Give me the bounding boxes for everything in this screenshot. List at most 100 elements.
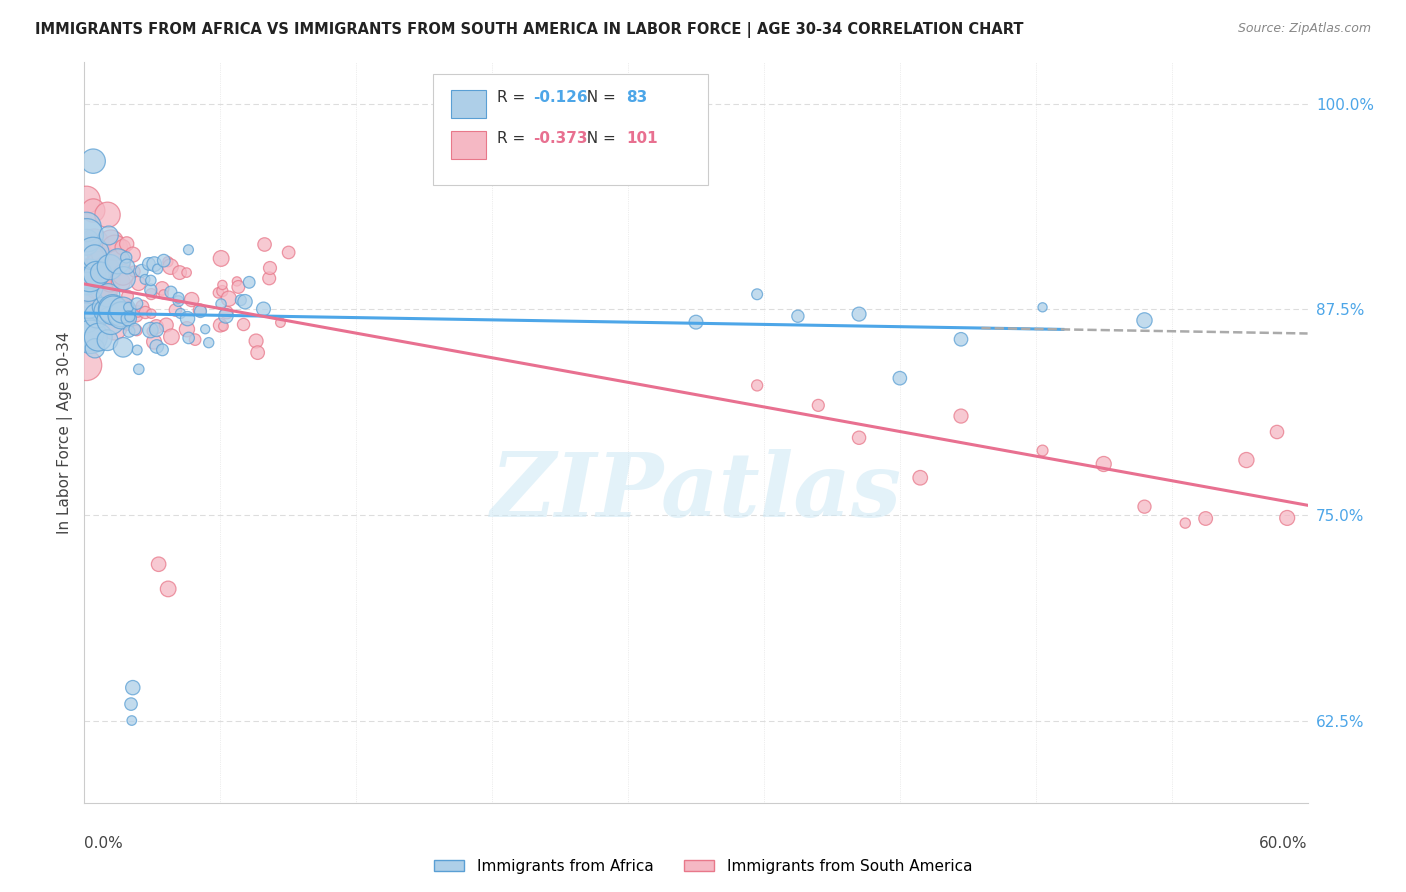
Text: IMMIGRANTS FROM AFRICA VS IMMIGRANTS FROM SOUTH AMERICA IN LABOR FORCE | AGE 30-: IMMIGRANTS FROM AFRICA VS IMMIGRANTS FRO… xyxy=(35,22,1024,38)
Text: 0.0%: 0.0% xyxy=(84,836,124,851)
Point xyxy=(1133,313,1156,327)
Text: N =: N = xyxy=(578,90,621,105)
Point xyxy=(110,275,132,289)
Text: 101: 101 xyxy=(626,131,658,146)
Point xyxy=(79,268,101,283)
Point xyxy=(1092,457,1115,471)
Point xyxy=(889,371,911,385)
Point xyxy=(177,243,200,257)
Point xyxy=(98,260,121,274)
FancyBboxPatch shape xyxy=(433,73,709,185)
Point xyxy=(848,431,870,445)
Point xyxy=(77,264,100,278)
Point xyxy=(233,294,256,309)
Point xyxy=(156,254,179,268)
Point xyxy=(121,714,143,728)
Point xyxy=(152,253,174,268)
Point xyxy=(184,333,207,347)
Point xyxy=(228,280,250,294)
Point xyxy=(93,270,115,285)
Point xyxy=(77,283,100,297)
Point xyxy=(96,333,118,347)
Point xyxy=(1032,301,1054,315)
Point xyxy=(111,303,134,318)
Point xyxy=(209,252,232,266)
Point xyxy=(98,275,121,289)
Point xyxy=(97,288,120,302)
Point xyxy=(180,293,202,307)
Point xyxy=(747,287,769,301)
Point xyxy=(848,307,870,321)
Point xyxy=(83,236,105,251)
Point xyxy=(950,409,973,423)
Point xyxy=(148,558,170,572)
Point xyxy=(107,256,129,270)
Point xyxy=(211,277,233,292)
Point xyxy=(75,310,97,325)
Point xyxy=(110,308,132,322)
Point xyxy=(89,258,111,272)
Point xyxy=(91,300,114,314)
Point xyxy=(160,330,183,344)
Point xyxy=(910,471,932,485)
Point xyxy=(89,248,111,262)
Point xyxy=(269,316,291,330)
Point xyxy=(141,324,163,338)
Point xyxy=(176,322,198,336)
Point xyxy=(125,296,148,310)
Point xyxy=(104,321,127,335)
Point xyxy=(1236,453,1258,467)
Point xyxy=(87,268,110,282)
Point xyxy=(138,257,160,271)
Point xyxy=(160,285,183,300)
Point xyxy=(118,325,141,339)
Point xyxy=(277,245,299,260)
Point xyxy=(950,332,973,346)
Text: 60.0%: 60.0% xyxy=(1260,836,1308,851)
Point xyxy=(75,358,97,372)
Point xyxy=(114,299,136,313)
Point xyxy=(93,266,115,280)
Point xyxy=(115,236,138,251)
Point xyxy=(209,318,232,333)
Point xyxy=(96,208,118,222)
Point xyxy=(1265,425,1288,439)
Y-axis label: In Labor Force | Age 30-34: In Labor Force | Age 30-34 xyxy=(58,331,73,534)
Point xyxy=(127,343,149,357)
Point xyxy=(165,303,187,318)
Point xyxy=(252,301,274,316)
Point xyxy=(238,276,260,290)
Point xyxy=(176,311,198,326)
Point xyxy=(76,327,98,342)
Point xyxy=(115,251,138,265)
Point xyxy=(112,340,135,354)
Point xyxy=(75,193,97,207)
Point xyxy=(128,277,150,291)
Point xyxy=(124,322,146,336)
Point xyxy=(146,262,169,277)
Point xyxy=(245,334,267,348)
Point xyxy=(87,330,110,344)
Point xyxy=(91,282,114,296)
Point xyxy=(96,304,118,318)
Point xyxy=(177,331,200,345)
Text: R =: R = xyxy=(496,90,530,105)
Point xyxy=(225,275,247,289)
Point xyxy=(83,257,105,271)
Legend: Immigrants from Africa, Immigrants from South America: Immigrants from Africa, Immigrants from … xyxy=(427,853,979,880)
Point xyxy=(84,283,107,297)
Point xyxy=(246,345,269,359)
Point xyxy=(89,268,111,282)
Point xyxy=(1032,443,1054,458)
Point xyxy=(685,315,707,329)
Point xyxy=(159,260,181,274)
Text: -0.373: -0.373 xyxy=(533,131,588,146)
Point xyxy=(104,241,127,255)
Point xyxy=(125,308,148,322)
Point xyxy=(121,247,143,261)
Point xyxy=(114,301,136,316)
Point xyxy=(82,246,104,260)
Point xyxy=(112,271,135,285)
Bar xyxy=(451,130,485,159)
Point xyxy=(83,250,105,264)
